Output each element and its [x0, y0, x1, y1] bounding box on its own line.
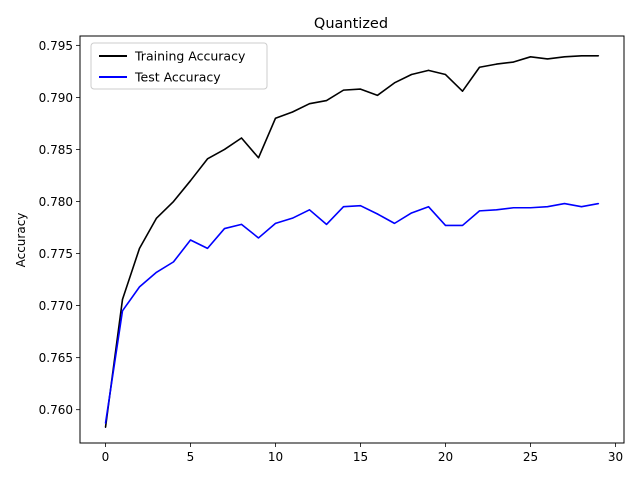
y-tick-label: 0.770: [39, 299, 73, 313]
x-tick-label: 5: [187, 450, 195, 464]
data-point: [240, 137, 243, 139]
y-axis-label: Accuracy: [14, 213, 28, 268]
data-point: [325, 99, 328, 102]
data-point: [257, 237, 260, 239]
y-tick-label: 0.795: [39, 39, 73, 53]
data-point: [172, 200, 175, 203]
data-point: [393, 222, 396, 224]
data-point: [580, 55, 583, 57]
x-tick-label: 10: [268, 450, 283, 464]
data-point: [597, 202, 600, 205]
y-tick-label: 0.775: [39, 247, 73, 261]
data-point: [342, 206, 345, 208]
x-tick-label: 20: [438, 450, 453, 464]
data-point: [291, 217, 294, 219]
x-tick-label: 15: [353, 450, 368, 464]
data-point: [563, 202, 566, 205]
data-point: [461, 224, 464, 227]
data-point: [393, 82, 396, 84]
data-point: [478, 210, 481, 212]
data-point: [563, 56, 566, 58]
data-point: [359, 88, 362, 90]
data-point: [223, 227, 226, 230]
data-point: [172, 261, 175, 263]
legend-label-training: Training Accuracy: [134, 49, 246, 64]
data-point: [359, 205, 362, 207]
data-point: [138, 286, 141, 288]
data-point: [512, 61, 515, 63]
data-point: [546, 206, 549, 208]
x-tick-label: 30: [608, 450, 623, 464]
data-point: [121, 298, 124, 300]
data-point: [155, 271, 158, 273]
series-line-test: [104, 202, 599, 424]
y-tick-label: 0.785: [39, 143, 73, 157]
data-point: [121, 310, 124, 312]
y-tick-label: 0.760: [39, 403, 73, 417]
data-point: [155, 217, 158, 219]
data-point: [206, 158, 209, 160]
data-point: [597, 55, 600, 57]
data-point: [529, 207, 532, 209]
data-point: [104, 422, 107, 424]
y-tick-label: 0.765: [39, 351, 73, 365]
data-point: [342, 89, 345, 91]
data-point: [138, 247, 141, 249]
data-point: [461, 90, 464, 92]
legend-label-test: Test Accuracy: [134, 70, 221, 85]
data-point: [257, 157, 260, 159]
data-point: [495, 209, 498, 211]
data-point: [376, 94, 379, 96]
data-point: [427, 206, 430, 208]
data-point: [104, 426, 107, 428]
data-point: [325, 223, 328, 226]
data-point: [189, 239, 192, 241]
data-point: [512, 207, 515, 209]
legend-box: [90, 42, 268, 90]
series-line-training: [104, 54, 599, 428]
y-tick-label: 0.790: [39, 91, 73, 105]
legend: Training Accuracy Test Accuracy: [90, 42, 268, 90]
data-point: [495, 63, 498, 65]
data-point: [529, 56, 532, 58]
data-point: [410, 212, 413, 214]
plot-area: 0 5 10 15 20 25 30 0.760 0.765 0.770 0.775 0.780 0.7…: [39, 39, 624, 464]
data-point: [427, 69, 430, 71]
chart-title: Quantized: [314, 16, 388, 32]
data-point: [223, 148, 226, 151]
data-point: [240, 223, 243, 226]
x-tick-label: 25: [523, 450, 538, 464]
y-tick-label: 0.780: [39, 195, 73, 209]
data-point: [291, 111, 294, 113]
data-point: [478, 66, 481, 68]
data-point: [308, 103, 311, 105]
data-point: [274, 117, 277, 119]
data-point: [274, 222, 277, 224]
data-point: [580, 206, 583, 208]
data-point: [308, 209, 311, 211]
data-point: [206, 247, 209, 249]
data-point: [189, 180, 192, 182]
plot-frame: [79, 35, 625, 444]
data-point: [410, 73, 413, 76]
data-point: [444, 73, 447, 76]
data-point: [444, 224, 447, 227]
data-point: [546, 58, 549, 60]
data-point: [376, 213, 379, 215]
x-tick-label: 0: [102, 450, 110, 464]
